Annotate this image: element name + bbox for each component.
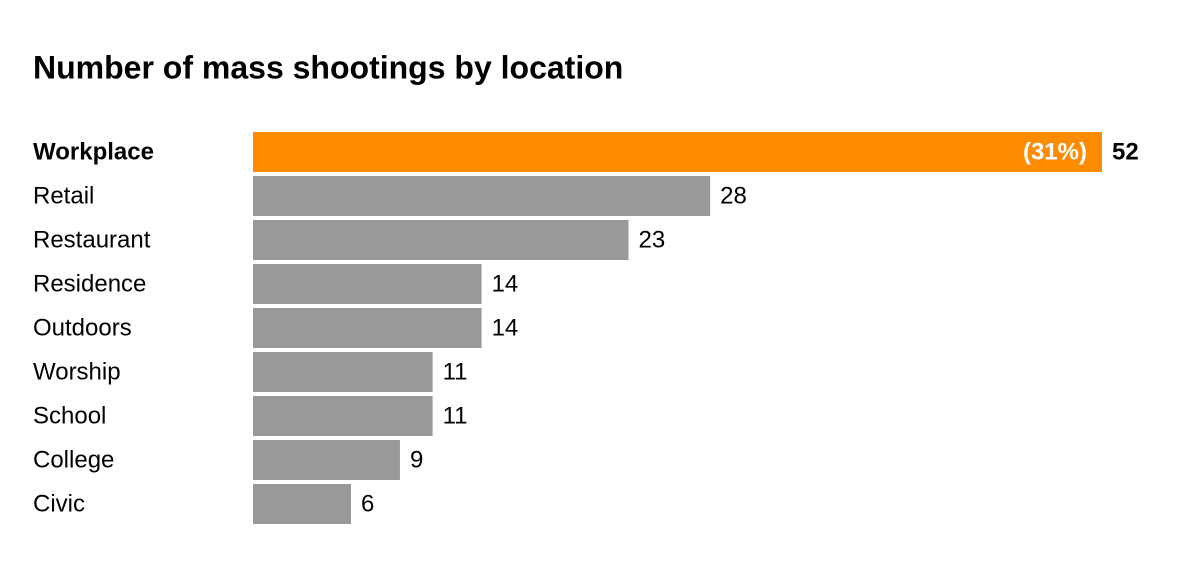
category-label: School	[33, 402, 106, 429]
value-label: 23	[639, 226, 666, 253]
value-label: 6	[361, 490, 374, 517]
category-label: Residence	[33, 270, 146, 297]
value-label: 52	[1112, 138, 1139, 165]
value-label: 14	[492, 314, 519, 341]
annotation: (31%)	[1023, 138, 1087, 165]
bar	[253, 396, 433, 436]
bar	[253, 264, 482, 304]
category-label: Outdoors	[33, 314, 132, 341]
bar	[253, 352, 433, 392]
category-label: Restaurant	[33, 226, 151, 253]
category-label: Workplace	[33, 138, 154, 165]
category-label: Retail	[33, 182, 94, 209]
category-label: Worship	[33, 358, 121, 385]
value-label: 28	[720, 182, 747, 209]
bar	[253, 176, 711, 216]
value-label: 11	[443, 402, 468, 429]
value-label: 9	[410, 446, 423, 473]
bar	[253, 440, 400, 480]
bar	[253, 220, 629, 260]
value-label: 14	[492, 270, 519, 297]
bar	[253, 484, 351, 524]
value-label: 11	[443, 358, 468, 385]
bar	[253, 132, 1102, 172]
bar	[253, 308, 482, 348]
chart-title: Number of mass shootings by location	[33, 49, 623, 85]
category-label: Civic	[33, 490, 85, 517]
category-label: College	[33, 446, 114, 473]
